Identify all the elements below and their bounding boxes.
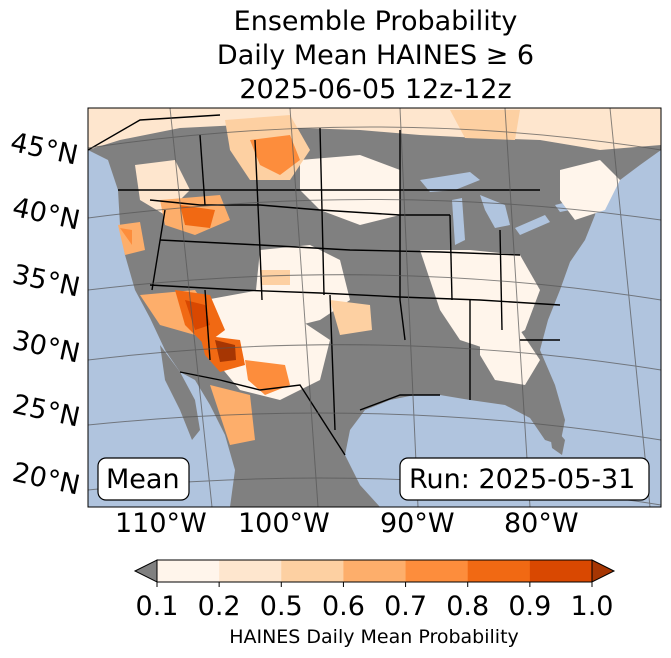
graticule [88,108,661,507]
stat-box: Mean [97,457,190,501]
colorbar-segment [219,560,282,582]
colorbar-segment [281,560,344,582]
colorbar-frame [156,559,593,583]
colorbar-segment [405,560,469,582]
lat-label-30: 30°N [10,325,83,369]
colorbar-segment [157,560,220,582]
state-borders [88,114,561,456]
colorbar-under-arrow [133,559,158,583]
colorbar-tick-label: 0.8 [446,591,489,622]
colorbar-segment [343,560,407,582]
title-line-2: Daily Mean HAINES ≥ 6 [216,40,535,71]
lon-label-100: 100°W [238,508,330,539]
colorbar-tick-label: 0.2 [198,591,241,622]
lon-label-110: 110°W [115,508,207,539]
colorbar-tick-label: 1.0 [571,591,614,622]
colorbar-ticks: 0.1 0.2 0.5 0.6 0.7 0.8 0.9 1.0 [136,582,614,622]
longitude-labels: 110°W 100°W 90°W 80°W [115,508,579,539]
title-line-3: 2025-06-05 12z-12z [239,74,512,105]
map-panel [88,108,661,507]
colorbar-over-arrow [591,559,616,583]
colorbar-tick-label: 0.5 [260,591,303,622]
run-box-label: Run: 2025-05-31 [409,464,635,495]
lon-label-80: 80°W [504,508,579,539]
latitude-labels: 45°N 40°N 35°N 30°N 25°N 20°N [8,127,83,501]
stat-box-label: Mean [106,464,180,495]
florida [548,420,565,455]
colorbar-tick-label: 0.6 [322,591,365,622]
colorbar-segment [529,560,593,582]
lat-label-40: 40°N [10,192,83,236]
colorbar-segment [467,560,531,582]
lat-label-35: 35°N [10,259,83,303]
baja-peninsula [160,345,200,440]
lat-label-20: 20°N [10,457,83,501]
lat-label-45: 45°N [8,127,81,171]
run-box: Run: 2025-05-31 [399,457,650,501]
colorbar-tick-label: 0.7 [384,591,427,622]
colorbar: 0.1 0.2 0.5 0.6 0.7 0.8 0.9 1.0 HAINES Daily Me… [133,559,616,648]
colorbar-tick-label: 0.1 [136,591,179,622]
lat-label-25: 25°N [10,389,83,433]
colorbar-segments [157,560,593,582]
colorbar-tick-label: 0.9 [508,591,551,622]
colorbar-label: HAINES Daily Mean Probability [229,626,519,648]
map-frame [87,107,662,508]
title-line-1: Ensemble Probability [233,6,518,37]
lon-label-90: 90°W [380,508,455,539]
